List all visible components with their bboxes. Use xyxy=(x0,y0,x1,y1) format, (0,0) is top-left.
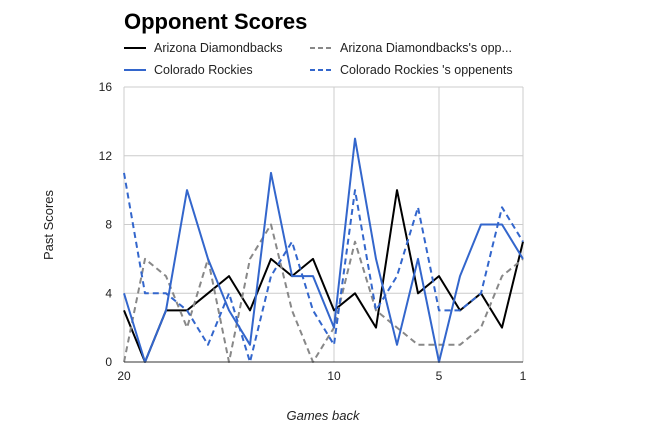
y-axis-title: Past Scores xyxy=(41,189,56,260)
legend-label: Arizona Diamondbacks's opp... xyxy=(340,41,512,55)
x-tick-label: 10 xyxy=(327,369,341,383)
x-tick-label: 20 xyxy=(117,369,131,383)
y-tick-label: 8 xyxy=(105,218,112,232)
legend-label: Arizona Diamondbacks xyxy=(154,41,283,55)
legend-item: Colorado Rockies 's oppenents xyxy=(310,63,513,77)
x-tick-label: 5 xyxy=(436,369,443,383)
tick-labels: 0 4 8 12 16 20 10 5 1 xyxy=(99,80,527,383)
legend-item: Arizona Diamondbacks xyxy=(124,41,283,55)
series-layer xyxy=(123,137,524,363)
series-line-3 xyxy=(123,137,524,363)
legend: Arizona Diamondbacks Arizona Diamondbacks… xyxy=(124,41,513,77)
legend-item: Colorado Rockies xyxy=(124,63,253,77)
series-line-1 xyxy=(123,189,524,363)
y-tick-label: 16 xyxy=(99,80,113,94)
legend-label: Colorado Rockies 's oppenents xyxy=(340,63,513,77)
x-tick-label: 1 xyxy=(520,369,527,383)
series-line-2 xyxy=(123,223,524,363)
chart-title: Opponent Scores xyxy=(124,9,307,34)
grid xyxy=(123,86,524,362)
y-tick-label: 4 xyxy=(105,286,112,300)
series-line-4 xyxy=(123,172,524,363)
x-axis-title: Games back xyxy=(287,408,361,423)
legend-label: Colorado Rockies xyxy=(154,63,253,77)
y-tick-label: 0 xyxy=(105,355,112,369)
y-tick-label: 12 xyxy=(99,149,113,163)
legend-item: Arizona Diamondbacks's opp... xyxy=(310,41,512,55)
